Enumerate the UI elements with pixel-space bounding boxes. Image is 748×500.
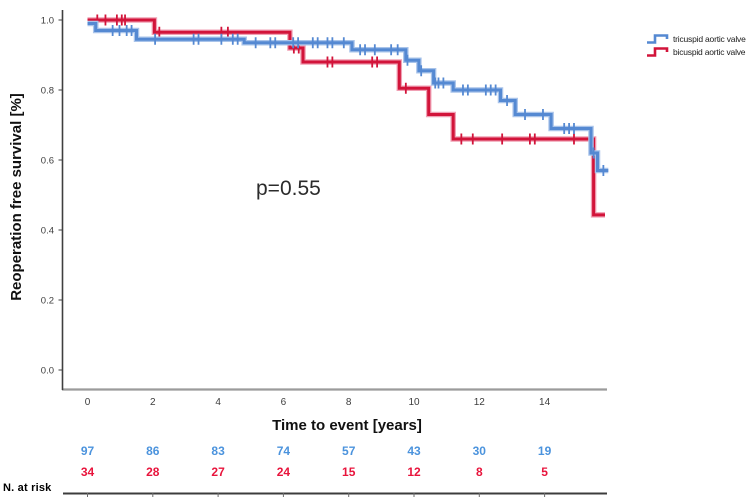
legend-label: tricuspid aortic valve xyxy=(673,33,746,44)
x-axis-title: Time to event [years] xyxy=(272,417,422,434)
risk-count: 34 xyxy=(81,465,95,479)
number-at-risk-header: N. at risk xyxy=(3,482,52,494)
x-tick-label: 6 xyxy=(281,397,287,408)
risk-count: 30 xyxy=(473,444,487,458)
risk-count: 27 xyxy=(211,465,225,479)
y-axis-title: Reoperation free survival [%] xyxy=(8,93,25,301)
survival-curve-tricuspid-halo xyxy=(87,20,609,174)
y-tick-label: 0.0 xyxy=(41,366,54,377)
step-line-icon xyxy=(647,34,669,44)
x-tick-label: 0 xyxy=(85,397,91,408)
survival-curve-tricuspid xyxy=(87,22,609,172)
legend: tricuspid aortic valve bicuspid aortic v… xyxy=(646,32,746,58)
risk-count: 86 xyxy=(146,444,160,458)
risk-count: 8 xyxy=(476,465,483,479)
legend-label: bicuspid aortic valve xyxy=(673,46,746,57)
legend-item-tricuspid: tricuspid aortic valve xyxy=(646,32,746,45)
risk-count: 28 xyxy=(146,465,160,479)
step-line-icon xyxy=(647,47,669,57)
x-tick-label: 8 xyxy=(346,397,352,408)
y-tick-label: 0.2 xyxy=(41,296,54,307)
survival-curve-bicuspid xyxy=(87,18,605,217)
risk-count: 97 xyxy=(81,444,95,458)
risk-count: 19 xyxy=(538,444,552,458)
y-tick-label: 0.4 xyxy=(41,226,54,237)
risk-count: 57 xyxy=(342,444,356,458)
p-value-annotation: p=0.55 xyxy=(256,177,321,200)
risk-count: 83 xyxy=(211,444,225,458)
x-tick-label: 2 xyxy=(150,397,156,408)
risk-count: 12 xyxy=(407,465,421,479)
risk-count: 5 xyxy=(541,465,548,479)
y-tick-label: 1.0 xyxy=(41,16,54,27)
legend-item-bicuspid: bicuspid aortic valve xyxy=(646,45,746,58)
risk-count: 15 xyxy=(342,465,356,479)
risk-count: 43 xyxy=(407,444,421,458)
x-tick-label: 12 xyxy=(474,397,486,408)
survival-curve-bicuspid-halo xyxy=(87,17,605,218)
risk-count: 24 xyxy=(277,465,291,479)
risk-count: 74 xyxy=(277,444,291,458)
x-tick-label: 10 xyxy=(408,397,420,408)
x-tick-label: 4 xyxy=(215,397,221,408)
x-tick-label: 14 xyxy=(539,397,551,408)
y-tick-label: 0.6 xyxy=(41,156,54,167)
y-tick-label: 0.8 xyxy=(41,86,54,97)
